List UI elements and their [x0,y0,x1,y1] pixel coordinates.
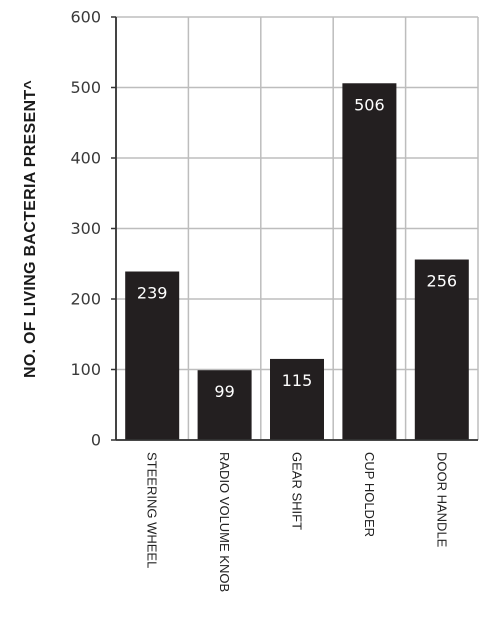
y-tick-label: 0 [91,431,101,450]
y-tick-label: 100 [70,360,101,379]
bar [414,259,469,440]
data-label: 506 [354,95,385,114]
x-category-label: CUP HOLDER [362,452,377,537]
y-tick-label: 500 [70,78,101,97]
data-label: 239 [137,284,168,303]
x-category-label: STEERING WHEEL [145,452,160,568]
bars: 239 99 115 506 256 [125,83,469,441]
y-tick-labels: 0 100 200 300 400 500 600 [70,8,116,450]
bar [197,370,252,440]
bar [342,83,397,441]
y-tick-label: 600 [70,8,101,27]
y-tick-label: 400 [70,149,101,168]
x-category-label: RADIO VOLUME KNOB [217,452,232,592]
x-category-label: DOOR HANDLE [434,452,449,548]
x-category-labels: STEERING WHEEL RADIO VOLUME KNOB GEAR SHIF… [145,452,450,592]
data-label: 99 [214,382,234,401]
bar [270,358,324,440]
bar [125,271,180,440]
y-tick-label: 200 [70,290,101,309]
y-axis-label: NO. OF LIVING BACTERIA PRESENT^ [22,80,39,378]
data-label: 115 [282,371,313,390]
x-category-label: GEAR SHIFT [290,452,305,530]
y-tick-label: 300 [70,219,101,238]
data-label: 256 [427,272,458,291]
